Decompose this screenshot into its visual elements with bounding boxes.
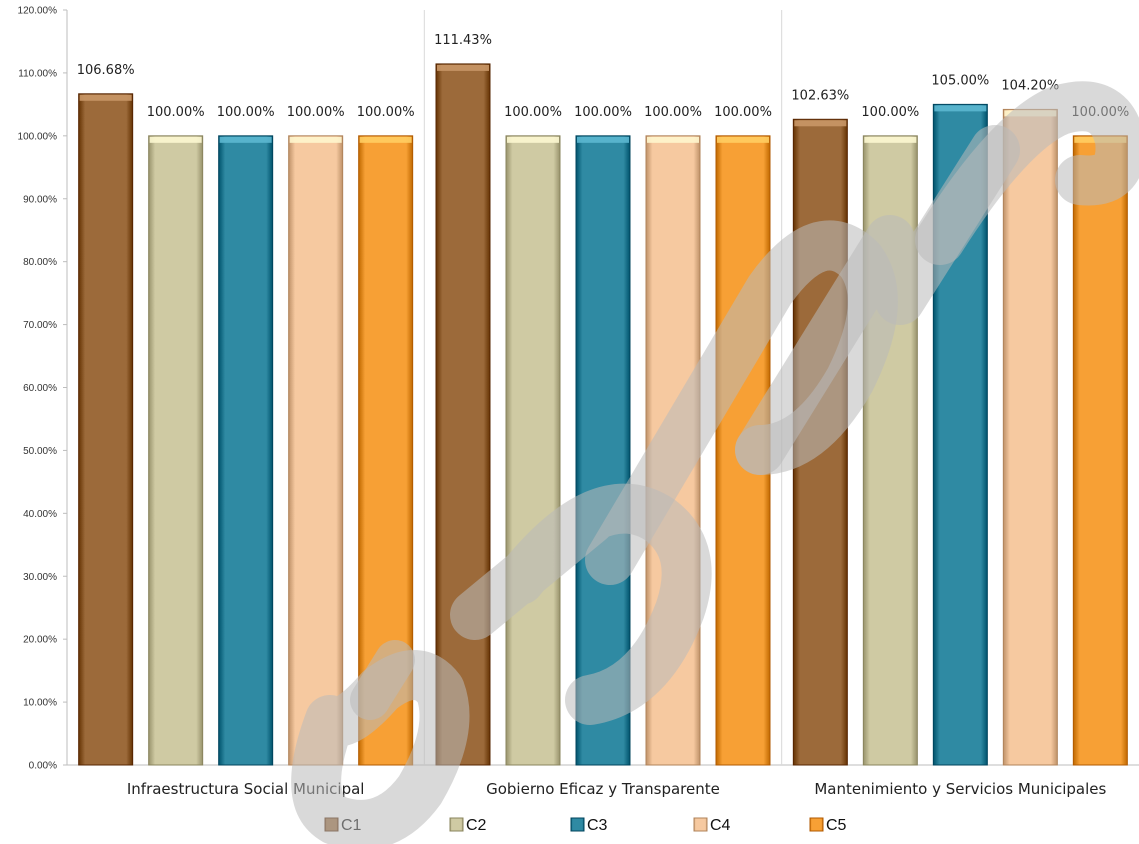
data-label: 100.00%	[504, 105, 562, 120]
watermark	[291, 81, 1139, 844]
bar-cap	[717, 136, 769, 143]
bar-cap	[437, 64, 489, 71]
bar-c1	[435, 63, 491, 766]
data-label: 102.63%	[791, 88, 849, 103]
data-labels-layer: 106.68% 100.00% 100.00% 100.00% 100.00% 111.4…	[77, 33, 1130, 120]
data-label: 100.00%	[574, 105, 632, 120]
category-label: Gobierno Eficaz y Transparente	[486, 780, 720, 798]
data-label: 105.00%	[931, 73, 989, 88]
bar-cap	[149, 136, 202, 143]
bar-cap	[79, 94, 132, 101]
data-label: 106.68%	[77, 63, 135, 78]
legend-item-c3: C3	[570, 817, 608, 834]
y-tick-label: 70.00%	[23, 320, 57, 331]
bar-cap	[577, 136, 629, 143]
legend-swatch	[449, 817, 464, 832]
bar-cap	[359, 136, 412, 143]
y-tick-label: 110.00%	[18, 68, 57, 79]
bar-cap	[507, 136, 559, 143]
bar-c5	[1072, 135, 1128, 766]
legend-label: C5	[826, 817, 847, 834]
y-tick-label: 30.00%	[23, 572, 57, 583]
y-tick-label: 120.00%	[18, 6, 58, 17]
legend-label: C4	[710, 817, 731, 834]
legend-item-c5: C5	[809, 817, 847, 834]
legend-swatch	[809, 817, 824, 832]
category-labels-layer: Infraestructura Social Municipal Gobierno…	[127, 780, 1107, 798]
y-tick-label: 0.00%	[29, 761, 57, 772]
bar-c1	[78, 93, 134, 766]
y-tick-label: 50.00%	[23, 446, 57, 457]
bar-c2	[505, 135, 561, 766]
bar-cap	[864, 136, 917, 143]
data-label: 100.00%	[357, 105, 415, 120]
data-label: 100.00%	[714, 105, 772, 120]
y-tick-label: 10.00%	[23, 698, 57, 709]
y-tick-label: 60.00%	[23, 383, 57, 394]
category-label: Mantenimiento y Servicios Municipales	[814, 780, 1106, 798]
data-label: 100.00%	[644, 105, 702, 120]
bar-cap	[794, 120, 847, 127]
bar-cap	[219, 136, 272, 143]
legend-label: C2	[466, 817, 487, 834]
bar-c2	[148, 135, 204, 766]
legend-swatch	[570, 817, 585, 832]
data-label: 100.00%	[861, 105, 919, 120]
y-tick-label: 80.00%	[23, 257, 57, 268]
data-label: 100.00%	[147, 105, 205, 120]
bar-c4	[1002, 108, 1058, 766]
y-tick-label: 40.00%	[23, 509, 57, 520]
legend-swatch	[693, 817, 708, 832]
data-label: 100.00%	[287, 105, 345, 120]
bar-cap	[934, 105, 987, 112]
data-label: 111.43%	[434, 33, 492, 48]
bar-cap	[289, 136, 342, 143]
bar-c4	[288, 135, 344, 766]
legend-item-c2: C2	[449, 817, 487, 834]
bar-c3	[218, 135, 274, 766]
bar-cap	[647, 136, 699, 143]
y-tick-label: 100.00%	[18, 131, 58, 142]
y-tick-label: 90.00%	[23, 194, 57, 205]
legend-item-c4: C4	[693, 817, 731, 834]
legend-label: C3	[587, 817, 608, 834]
y-tick-label: 20.00%	[23, 635, 57, 646]
data-label: 100.00%	[217, 105, 275, 120]
